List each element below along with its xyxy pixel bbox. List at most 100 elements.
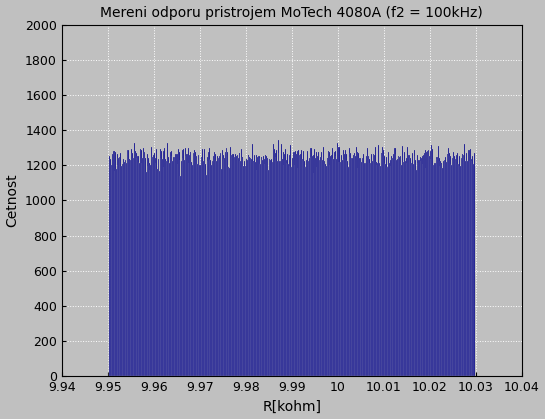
Bar [230,147,231,376]
Bar [446,162,447,376]
Bar [202,149,203,376]
Bar [210,160,211,376]
Bar [136,153,137,376]
Bar [144,149,146,376]
Bar [364,163,365,376]
Bar [127,150,128,376]
Bar [171,151,172,376]
Bar [450,155,451,376]
Bar [256,155,257,376]
Bar [184,160,185,376]
Bar [373,154,374,376]
Bar [362,158,363,376]
Bar [250,158,251,376]
Bar [442,164,443,376]
Bar [382,154,383,376]
Bar [166,161,167,376]
X-axis label: R[kohm]: R[kohm] [262,399,321,414]
Bar [387,165,389,376]
Bar [416,170,417,376]
Bar [201,157,202,376]
Bar [439,158,440,376]
Bar [197,164,198,376]
Bar [386,157,387,376]
Bar [110,159,111,376]
Bar [185,148,186,376]
Bar [203,161,204,376]
Bar [435,163,436,376]
Bar [376,162,377,376]
Bar [293,153,294,376]
Bar [241,149,242,376]
Bar [324,161,325,376]
Bar [299,155,300,376]
Bar [309,158,310,376]
Bar [215,154,216,376]
Bar [365,163,366,376]
Bar [426,152,427,376]
Bar [409,144,410,376]
Bar [402,146,403,376]
Bar [120,153,121,376]
Bar [428,149,429,376]
Bar [437,157,438,376]
Bar [232,154,233,376]
Bar [270,160,271,376]
Bar [198,155,199,376]
Bar [229,168,230,376]
Bar [401,152,402,376]
Bar [343,150,344,376]
Bar [313,155,314,376]
Bar [466,153,467,376]
Bar [157,169,158,376]
Bar [135,151,136,376]
Bar [118,158,119,376]
Bar [279,161,280,376]
Bar [274,149,275,376]
Bar [125,152,126,376]
Bar [461,158,462,376]
Bar [447,155,449,376]
Bar [267,158,268,376]
Bar [266,156,267,376]
Bar [134,158,135,376]
Bar [130,160,131,376]
Bar [432,149,433,376]
Bar [116,169,117,376]
Bar [368,156,370,376]
Bar [423,155,424,376]
Bar [361,162,362,376]
Bar [431,159,432,376]
Bar [290,145,291,376]
Bar [358,153,359,376]
Bar [126,163,127,376]
Bar [392,158,393,376]
Bar [371,159,372,376]
Bar [167,143,168,376]
Bar [336,159,337,376]
Bar [180,176,181,376]
Bar [257,157,258,376]
Bar [222,150,223,376]
Bar [403,162,404,376]
Bar [444,160,445,376]
Bar [240,161,241,376]
Bar [280,161,281,376]
Bar [297,151,298,376]
Bar [244,161,245,376]
Bar [129,159,130,376]
Bar [316,152,317,376]
Bar [252,145,253,376]
Bar [310,148,311,376]
Bar [422,156,423,376]
Bar [284,154,285,376]
Bar [345,150,346,376]
Bar [296,154,297,376]
Bar [445,157,446,376]
Bar [468,150,469,376]
Bar [378,145,379,376]
Bar [329,152,330,376]
Bar [384,156,385,376]
Bar [404,153,405,376]
Bar [300,154,301,376]
